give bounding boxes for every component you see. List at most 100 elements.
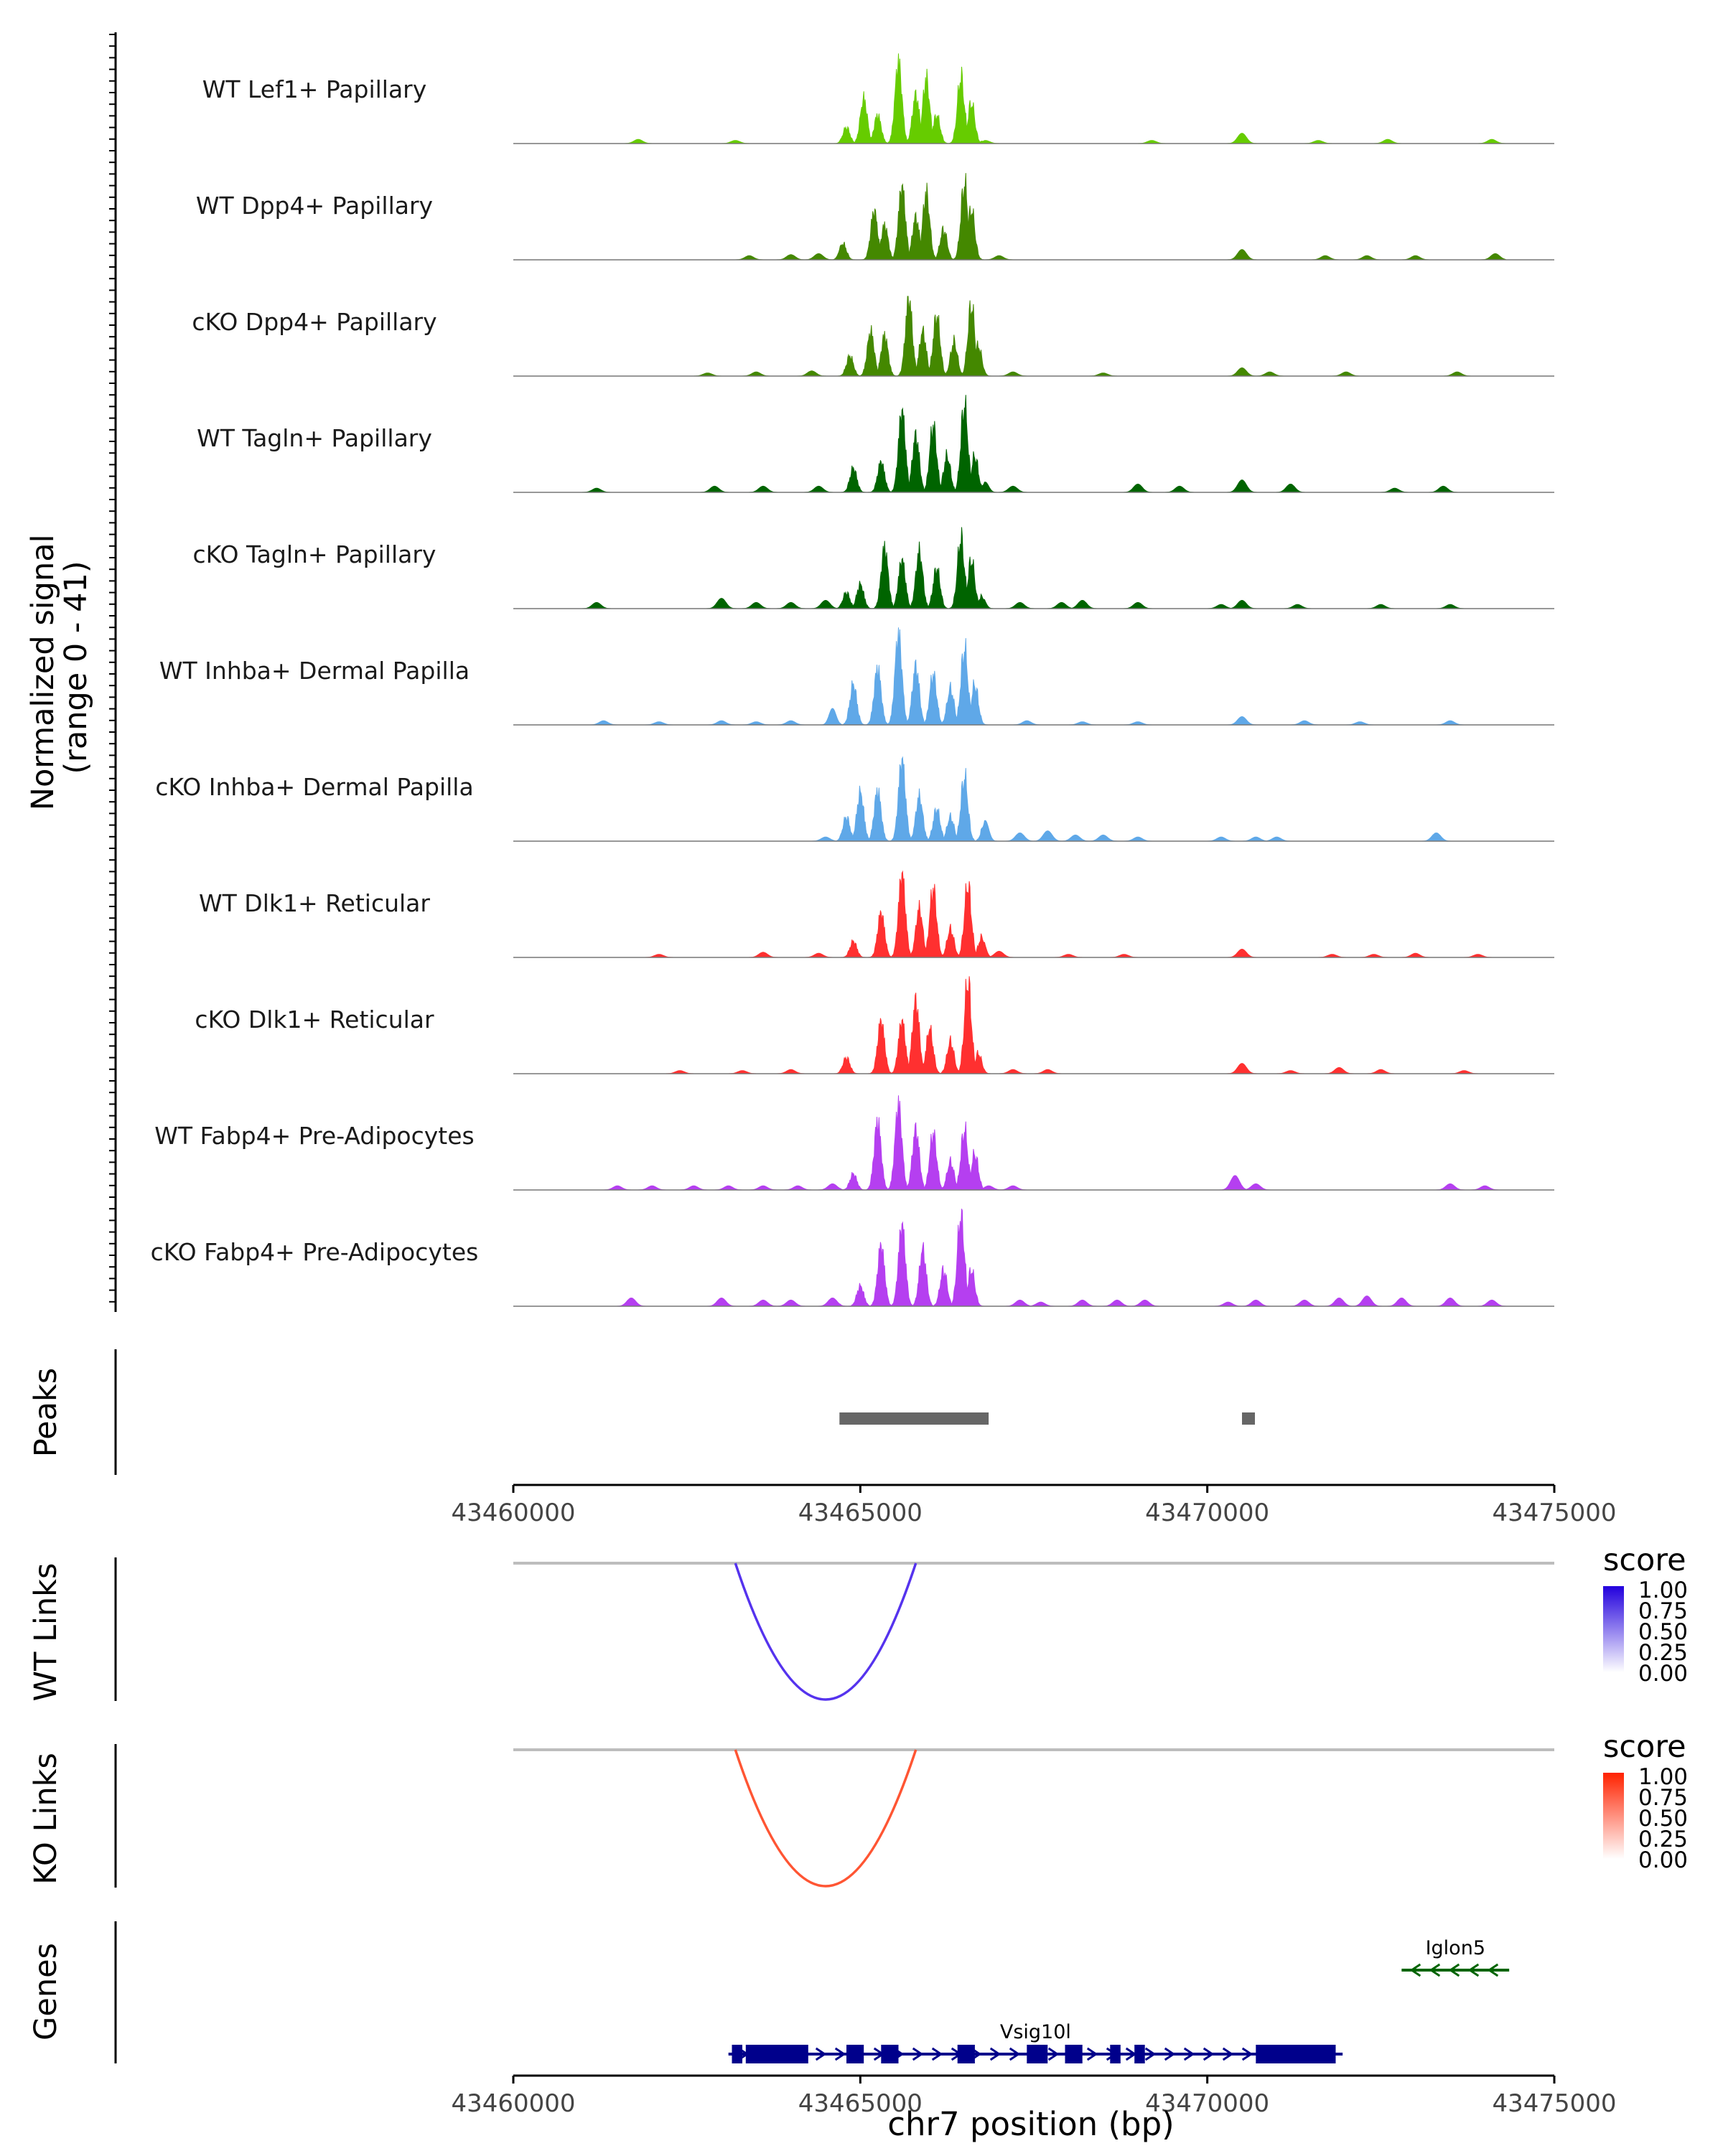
x-tick-label: 43475000	[1492, 2089, 1616, 2118]
legend-tick-label: 0.75	[1638, 1785, 1688, 1811]
exon	[846, 2045, 864, 2063]
gene-name: Vsig10l	[1000, 2021, 1071, 2043]
gene-name: Iglon5	[1426, 1937, 1485, 1959]
legend-colorbar	[1603, 1586, 1624, 1672]
exon	[881, 2045, 899, 2063]
gene-models: Iglon5 Vsig10l	[728, 1937, 1510, 2063]
strand-arrow	[1009, 2047, 1021, 2061]
strand-arrow	[1429, 1963, 1441, 1977]
legend-tick-label: 0.25	[1638, 1827, 1688, 1852]
track-label: cKO Dpp4+ Papillary	[192, 308, 436, 336]
x-axis-peaks: 43460000 43465000 43470000 43475000	[451, 1484, 1617, 1527]
track-label: WT Dlk1+ Reticular	[199, 889, 430, 917]
track-label: cKO Dlk1+ Reticular	[195, 1006, 434, 1034]
exon	[1110, 2045, 1121, 2063]
x-tick-label: 43465000	[798, 2089, 923, 2118]
strand-arrow	[931, 2047, 943, 2061]
coverage-area	[582, 756, 1506, 842]
strand-arrow	[1086, 2047, 1098, 2061]
coverage-track: WT Lef1+ Papillary	[202, 53, 1554, 144]
legend-tick-label: 0.00	[1638, 1661, 1688, 1687]
legend-tick-label: 0.50	[1638, 1806, 1688, 1832]
coverage-area	[582, 627, 1506, 726]
track-label: cKO Tagln+ Papillary	[193, 540, 436, 568]
x-tick-label: 43475000	[1492, 1499, 1616, 1527]
track-label: cKO Fabp4+ Pre-Adipocytes	[151, 1238, 479, 1266]
legend-colorbar	[1603, 1773, 1624, 1859]
gene-model: Vsig10l	[728, 2021, 1343, 2063]
coverage-track: cKO Dlk1+ Reticular	[195, 976, 1554, 1074]
legend-tick-label: 1.00	[1638, 1764, 1688, 1790]
peaks-panel: Peaks 43460000 43465000 43470000 43475000	[28, 1349, 1617, 1527]
coverage-track: cKO Fabp4+ Pre-Adipocytes	[151, 1209, 1554, 1307]
strand-arrow	[1487, 1963, 1499, 1977]
x-tick-label: 43470000	[1145, 1499, 1269, 1527]
legend-tick-label: 0.00	[1638, 1847, 1688, 1873]
x-tick-label: 43470000	[1145, 2089, 1269, 2118]
strand-arrow	[989, 2047, 1001, 2061]
track-label: WT Lef1+ Papillary	[202, 75, 427, 103]
coverage-track: WT Dlk1+ Reticular	[199, 870, 1554, 958]
track-label: WT Fabp4+ Pre-Adipocytes	[154, 1122, 474, 1150]
strand-arrow	[1144, 2047, 1157, 2061]
genes-label: Genes	[28, 1943, 64, 2040]
coverage-area	[582, 296, 1506, 377]
signal-axis-label: Normalized signal (range 0 - 41)	[25, 525, 94, 810]
coverage-area	[582, 527, 1506, 609]
coverage-area	[582, 173, 1506, 261]
coverage-track: WT Inhba+ Dermal Papilla	[159, 627, 1554, 726]
strand-arrow	[1203, 2047, 1215, 2061]
legend-tick-label: 0.50	[1638, 1619, 1688, 1645]
exon	[1134, 2045, 1145, 2063]
track-label: cKO Inhba+ Dermal Papilla	[155, 773, 473, 801]
strand-arrow	[1222, 2047, 1234, 2061]
peak-bars	[839, 1412, 1255, 1425]
coverage-tracks: WT Lef1+ Papillary WT Dpp4+ Papillary cKO …	[151, 53, 1554, 1307]
coverage-track: cKO Inhba+ Dermal Papilla	[155, 756, 1554, 842]
coverage-track: WT Fabp4+ Pre-Adipocytes	[154, 1095, 1554, 1191]
links-label: WT Links	[28, 1563, 64, 1702]
x-tick-label: 43465000	[798, 1499, 923, 1527]
coverage-track: cKO Dpp4+ Papillary	[192, 296, 1554, 377]
track-label: WT Tagln+ Papillary	[197, 424, 432, 452]
genes-panel: Genes Iglon5 Vsig10l 43460000 43465000 4347…	[28, 1921, 1617, 2143]
signal-y-axis	[109, 32, 117, 1312]
legend-tick-label: 0.75	[1638, 1598, 1688, 1624]
exon	[732, 2045, 742, 2063]
x-axis-title: chr7 position (bp)	[887, 2105, 1175, 2143]
coverage-track: cKO Tagln+ Papillary	[193, 527, 1554, 609]
signal-axis-label-line1: Normalized signal	[25, 534, 61, 810]
legend-tick-label: 0.25	[1638, 1640, 1688, 1666]
strand-arrow	[1448, 1963, 1460, 1977]
signal-panel: Normalized signal (range 0 - 41) WT Lef1…	[25, 32, 1554, 1312]
legend-title: score	[1603, 1542, 1686, 1578]
strand-arrow	[834, 2047, 846, 2061]
strand-arrow	[815, 2047, 827, 2061]
strand-arrow	[1183, 2047, 1195, 2061]
links-label: KO Links	[28, 1753, 64, 1885]
legend-title: score	[1603, 1729, 1686, 1765]
peak-bar	[839, 1412, 989, 1425]
gene-model: Iglon5	[1401, 1937, 1510, 1977]
track-label: WT Dpp4+ Papillary	[196, 192, 433, 220]
strand-arrow	[1409, 1963, 1421, 1977]
coverage-area	[582, 1209, 1506, 1307]
strand-arrow	[1467, 1963, 1480, 1977]
coverage-track: WT Dpp4+ Papillary	[196, 173, 1554, 261]
link-arc	[734, 1562, 917, 1701]
exon	[745, 2045, 808, 2063]
exon	[1027, 2045, 1048, 2063]
track-label: WT Inhba+ Dermal Papilla	[159, 657, 470, 685]
coverage-track: WT Tagln+ Papillary	[197, 395, 1554, 493]
coverage-area	[582, 53, 1506, 144]
exon	[1256, 2045, 1336, 2063]
x-axis-genes: 43460000 43465000 43470000 43475000	[451, 2074, 1617, 2118]
coverage-area	[582, 870, 1506, 958]
coverage-area	[582, 976, 1506, 1074]
